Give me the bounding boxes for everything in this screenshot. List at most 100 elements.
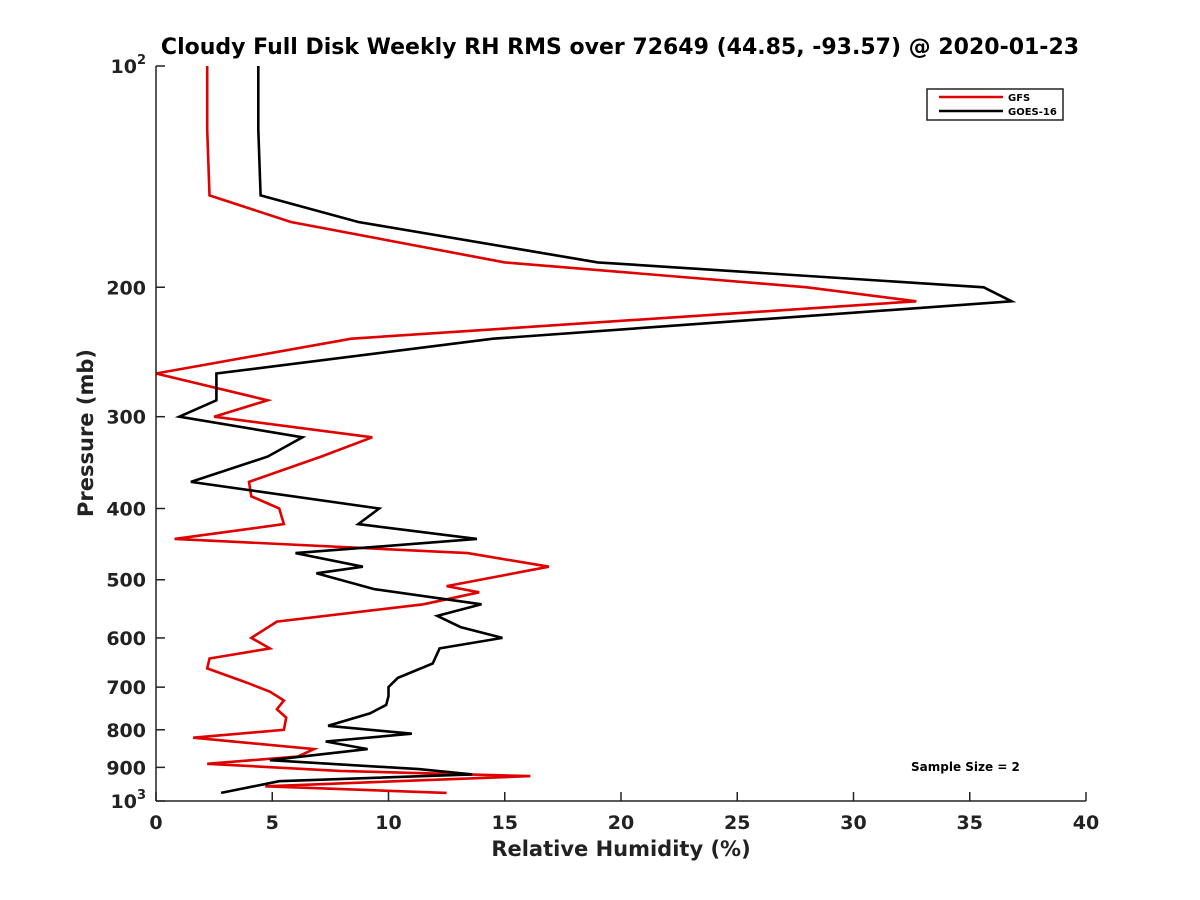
data-point-gfs xyxy=(267,400,269,402)
data-point-gfs xyxy=(351,338,353,340)
data-point-goes16 xyxy=(374,588,376,590)
data-point-goes16 xyxy=(411,733,413,735)
legend-label-goes16: GOES-16 xyxy=(1008,107,1057,118)
data-point-gfs xyxy=(278,508,280,510)
data-point-goes16 xyxy=(388,695,390,697)
data-point-goes16 xyxy=(476,538,478,540)
data-point-gfs xyxy=(283,729,285,731)
data-point-gfs xyxy=(213,416,215,418)
data-point-gfs xyxy=(371,437,373,439)
data-point-gfs xyxy=(478,592,480,594)
data-point-gfs xyxy=(283,700,285,702)
data-point-goes16 xyxy=(269,759,271,761)
data-point-goes16 xyxy=(258,129,260,131)
data-point-gfs xyxy=(206,763,208,765)
data-point-gfs xyxy=(206,668,208,670)
data-point-gfs xyxy=(246,682,248,684)
x-tick-label: 25 xyxy=(724,812,750,834)
data-point-gfs xyxy=(269,691,271,693)
data-point-goes16 xyxy=(378,508,380,510)
series-line-goes16 xyxy=(174,66,1017,795)
data-point-gfs xyxy=(209,195,211,197)
data-point-gfs xyxy=(320,456,322,458)
data-point-gfs xyxy=(446,585,448,587)
data-point-goes16 xyxy=(460,626,462,628)
data-point-goes16 xyxy=(327,725,329,727)
y-tick-label: 400 xyxy=(106,499,146,521)
data-point-goes16 xyxy=(179,416,181,418)
data-point-goes16 xyxy=(502,637,504,639)
y-tick-label: 700 xyxy=(106,677,146,699)
data-point-gfs xyxy=(916,301,918,303)
x-tick-label: 35 xyxy=(957,812,983,834)
data-point-goes16 xyxy=(278,780,280,782)
data-point-goes16 xyxy=(362,566,364,568)
data-point-goes16 xyxy=(432,663,434,665)
x-tick-label: 0 xyxy=(149,812,162,834)
data-point-goes16 xyxy=(220,792,222,794)
y-tick-label: 200 xyxy=(106,277,146,299)
data-point-goes16 xyxy=(471,774,473,776)
y-tick-label: 500 xyxy=(106,570,146,592)
y-tick-label: 102 xyxy=(111,53,147,78)
y-axis-label: Pressure (mb) xyxy=(74,349,98,517)
data-point-gfs xyxy=(251,496,253,498)
data-point-goes16 xyxy=(439,648,441,650)
y-tick-label: 900 xyxy=(106,757,146,779)
x-tick-label: 15 xyxy=(492,812,518,834)
sample-size-annotation: Sample Size = 2 xyxy=(911,760,1020,774)
series-line-gfs xyxy=(155,66,917,795)
data-point-goes16 xyxy=(983,287,985,289)
data-point-gfs xyxy=(530,775,532,777)
data-point-gfs xyxy=(265,786,267,788)
legend-label-gfs: GFS xyxy=(1008,93,1030,104)
data-point-gfs xyxy=(248,481,250,483)
data-point-goes16 xyxy=(437,615,439,617)
x-axis-label: Relative Humidity (%) xyxy=(491,837,750,861)
data-point-gfs xyxy=(446,792,448,794)
data-point-gfs xyxy=(806,287,808,289)
chart-title: Cloudy Full Disk Weekly RH RMS over 7264… xyxy=(161,35,1079,60)
data-point-goes16 xyxy=(295,552,297,554)
data-point-gfs xyxy=(285,717,287,719)
data-point-goes16 xyxy=(258,65,260,67)
y-tick-label: 600 xyxy=(106,628,146,650)
data-point-gfs xyxy=(467,552,469,554)
legend-box xyxy=(926,88,1064,121)
data-point-gfs xyxy=(290,221,292,223)
x-tick-label: 20 xyxy=(608,812,634,834)
data-point-goes16 xyxy=(216,400,218,402)
data-point-goes16 xyxy=(267,456,269,458)
y-axis-ticks: 102 200 300 400 500 600 700 800 900 103 xyxy=(106,53,165,813)
data-point-gfs xyxy=(206,65,208,67)
data-point-goes16 xyxy=(367,748,369,750)
y-tick-label: 300 xyxy=(106,407,146,429)
data-point-gfs xyxy=(269,648,271,650)
data-point-goes16 xyxy=(597,262,599,264)
data-point-goes16 xyxy=(358,221,360,223)
data-point-goes16 xyxy=(397,677,399,679)
y-tick-label: 103 xyxy=(111,788,147,813)
y-tick-label: 800 xyxy=(106,720,146,742)
data-point-gfs xyxy=(276,708,278,710)
data-point-goes16 xyxy=(1011,301,1013,303)
x-tick-label: 5 xyxy=(266,812,279,834)
data-point-gfs xyxy=(251,637,253,639)
data-point-gfs xyxy=(276,621,278,623)
data-point-gfs xyxy=(209,658,211,660)
data-point-gfs xyxy=(548,566,550,568)
data-point-goes16 xyxy=(358,523,360,525)
x-tick-label: 10 xyxy=(375,812,401,834)
data-point-gfs xyxy=(174,538,176,540)
legend: GFS GOES-16 xyxy=(926,88,1064,121)
plot-area xyxy=(155,65,1017,795)
x-axis-ticks: 0 5 10 15 20 25 30 35 40 xyxy=(149,792,1099,834)
data-point-gfs xyxy=(192,737,194,739)
data-point-gfs xyxy=(423,604,425,606)
data-point-gfs xyxy=(504,262,506,264)
data-point-goes16 xyxy=(481,604,483,606)
data-point-gfs xyxy=(313,748,315,750)
data-point-goes16 xyxy=(216,373,218,375)
data-point-gfs xyxy=(283,523,285,525)
x-tick-label: 30 xyxy=(840,812,866,834)
